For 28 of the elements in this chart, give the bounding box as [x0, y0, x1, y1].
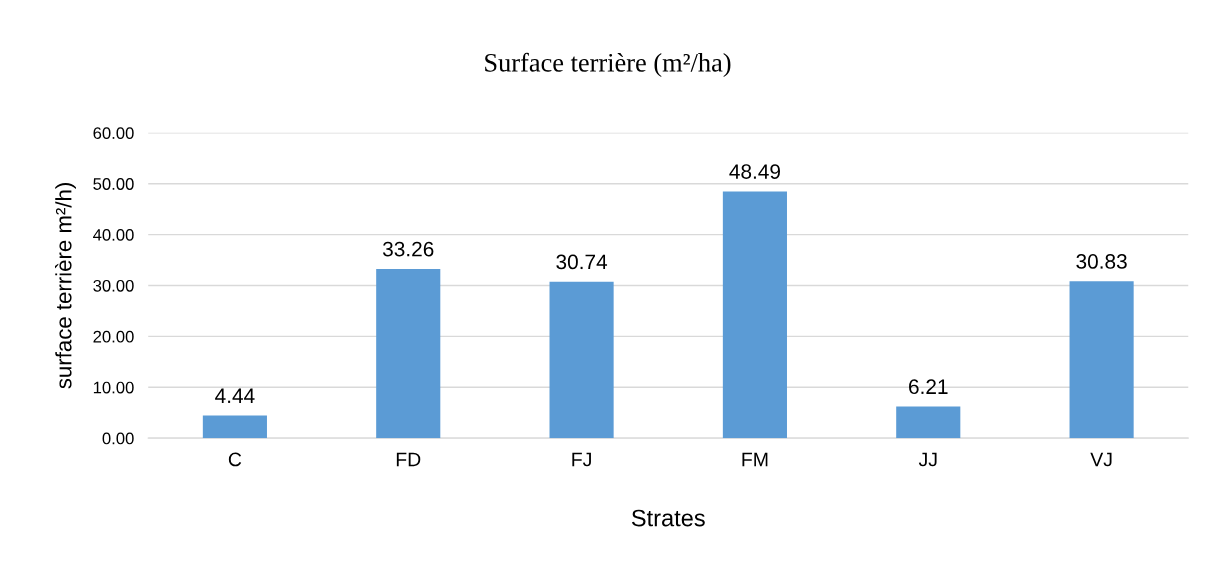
- x-tick-label: C: [228, 452, 242, 467]
- data-label: 30.83: [1076, 254, 1127, 269]
- bar: [1069, 281, 1134, 439]
- bar: [896, 406, 961, 439]
- data-label: 33.26: [382, 241, 434, 257]
- data-label: 4.44: [215, 388, 255, 403]
- bar: [376, 268, 441, 439]
- y-tick-label: 30.00: [93, 279, 134, 292]
- bar: [549, 281, 614, 439]
- x-tick-label: FD: [396, 452, 421, 467]
- y-tick-label: 10.00: [93, 381, 134, 394]
- x-tick-label: FM: [742, 452, 768, 467]
- x-axis-title: Strates: [631, 509, 705, 527]
- data-label: 6.21: [909, 379, 948, 395]
- chart-title: Surface terrière (m²/ha): [485, 52, 731, 78]
- bar: [722, 191, 787, 439]
- data-label: 30.74: [556, 254, 608, 270]
- x-tick-label: VJ: [1090, 452, 1112, 467]
- y-tick-label: 20.00: [93, 330, 134, 343]
- y-tick-label: 60.00: [93, 127, 134, 139]
- y-tick-label: 40.00: [93, 228, 134, 241]
- bar: [202, 415, 267, 439]
- data-label: 48.49: [729, 164, 780, 179]
- y-axis-title: surface terrière m²/h): [55, 183, 76, 389]
- x-tick-label: JJ: [918, 452, 937, 467]
- x-tick-label: FJ: [572, 452, 591, 467]
- y-tick-label: 0.00: [102, 432, 134, 445]
- y-tick-label: 50.00: [93, 178, 134, 190]
